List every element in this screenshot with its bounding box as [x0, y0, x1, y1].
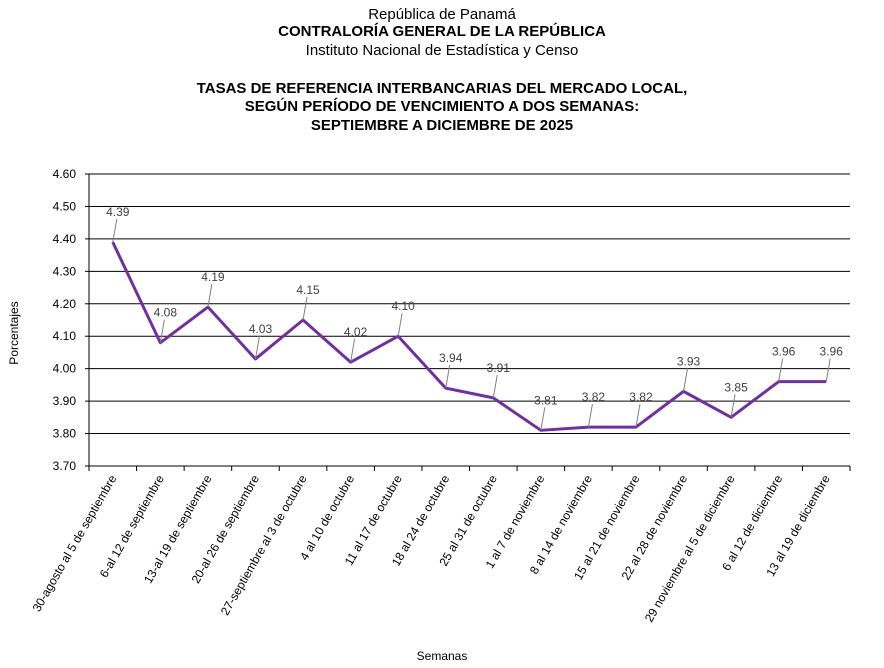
data-label: 3.93	[677, 354, 701, 368]
data-label-leader	[397, 313, 403, 337]
y-tick-label: 3.90	[53, 394, 77, 408]
y-tick-label: 4.30	[53, 264, 77, 278]
y-tick-label: 4.60	[53, 167, 77, 181]
data-label: 3.96	[772, 345, 796, 359]
gridlines	[88, 173, 850, 467]
data-label: 3.94	[439, 351, 463, 365]
data-label-leader	[587, 403, 593, 428]
data-label-leader	[778, 358, 784, 382]
data-label-leader	[540, 407, 546, 431]
data-label-leader	[683, 368, 689, 392]
x-tick-label: 27-septiembre al 3 de octubre	[218, 472, 310, 617]
data-label-leader	[159, 319, 165, 343]
data-label: 3.82	[629, 390, 653, 404]
header-institute: Instituto Nacional de Estadística y Cens…	[305, 42, 579, 59]
chart-title-line-1: TASAS DE REFERENCIA INTERBANCARIAS DEL M…	[196, 80, 688, 97]
y-tick-label: 4.50	[53, 199, 77, 213]
y-tick-label: 4.10	[53, 329, 77, 343]
data-label: 3.82	[582, 390, 606, 404]
data-label: 3.85	[724, 380, 748, 394]
data-label: 3.81	[534, 393, 558, 407]
header-contraloria: CONTRALORÍA GENERAL DE LA REPÚBLICA	[278, 23, 606, 40]
data-label-leader	[350, 339, 356, 363]
data-label-leader	[825, 358, 831, 382]
y-tick-label: 3.80	[53, 427, 77, 441]
y-tick-label: 4.40	[53, 232, 77, 246]
header-republic: República de Panamá	[368, 6, 516, 23]
data-label-leader	[302, 296, 308, 321]
data-label: 4.10	[391, 299, 415, 313]
data-label-leader	[730, 394, 736, 418]
chart-title-line-2: SEGÚN PERÍODO DE VENCIMIENTO A DOS SEMAN…	[244, 98, 640, 115]
y-tick-label: 4.20	[53, 297, 77, 311]
y-axis-label: Porcentajes	[7, 301, 21, 364]
data-label: 3.96	[820, 345, 844, 359]
data-labels: 4.39 4.08 4.19 4.03 4.15 4.02 4.10 3.94 3.91 3.81…	[106, 205, 844, 431]
x-tick-label: 29 noviembre al 5 de diciembre	[642, 472, 738, 624]
data-label: 4.39	[106, 205, 130, 219]
x-tick-label: 30-agosto al 5 de septiembre	[30, 472, 120, 614]
data-label: 4.19	[201, 270, 225, 284]
chart-title-line-3: SEPTIEMBRE A DICIEMBRE DE 2025	[310, 117, 574, 134]
data-label: 4.15	[296, 283, 320, 297]
data-label-leader	[207, 283, 213, 308]
data-label: 4.08	[154, 306, 178, 320]
data-label-leader	[492, 374, 498, 398]
data-label: 4.03	[249, 322, 273, 336]
data-label: 3.91	[487, 361, 511, 375]
data-label-leader	[635, 403, 641, 428]
y-axis-ticks: 4.60 4.50 4.40 4.30 4.20 4.10 4.00 3.90 3.80 3.70	[53, 167, 89, 473]
data-label-leader	[112, 219, 118, 243]
data-label: 4.02	[344, 325, 368, 339]
x-axis-label: Semanas	[417, 649, 468, 663]
y-tick-label: 4.00	[53, 362, 77, 376]
series-line	[111, 241, 827, 432]
series-line-group	[111, 241, 827, 432]
data-label-leader	[445, 365, 451, 389]
data-label-leader	[254, 335, 260, 360]
y-tick-label: 3.70	[53, 459, 77, 473]
